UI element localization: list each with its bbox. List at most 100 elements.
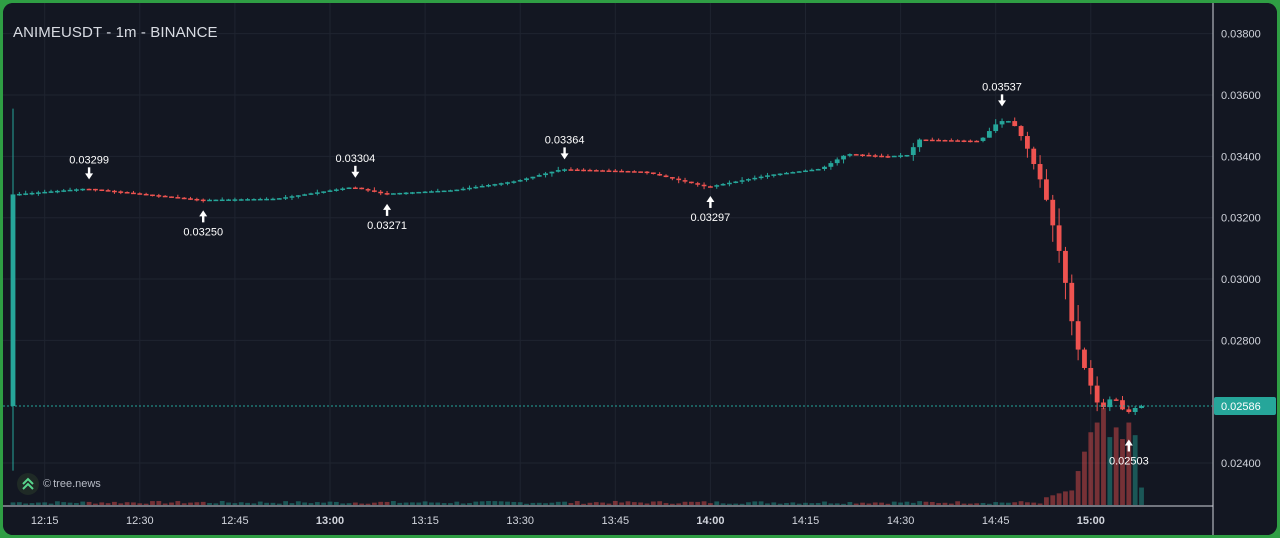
candle-body <box>283 197 289 199</box>
y-tick-label: 0.03600 <box>1221 90 1261 102</box>
volume-bar <box>1113 427 1119 505</box>
volume-bar <box>112 501 117 505</box>
candle-body <box>923 139 929 142</box>
volume-bar <box>410 502 415 505</box>
high-arrow-stem <box>563 147 566 155</box>
volume-bar <box>448 503 453 505</box>
candle-body <box>986 131 992 138</box>
candle-body <box>131 192 136 195</box>
volume-bar <box>1044 497 1049 505</box>
candle-body <box>378 191 384 194</box>
volume-bar <box>993 502 999 505</box>
volume-bar <box>657 501 663 505</box>
x-tick-label: 15:00 <box>1077 515 1105 527</box>
volume-bar <box>701 501 707 505</box>
candle-body <box>593 170 599 172</box>
high-arrow-icon <box>560 153 569 160</box>
candle-body <box>245 199 250 201</box>
volume-bar <box>663 503 669 505</box>
volume-bar <box>961 503 967 505</box>
volume-bar <box>441 503 447 505</box>
low-arrow-stem <box>709 200 712 208</box>
candle-body <box>815 169 821 171</box>
volume-bar <box>295 501 301 505</box>
candle-body <box>1113 399 1119 401</box>
volume-bar <box>853 503 859 505</box>
volume-bar <box>1012 502 1018 505</box>
candle-body <box>1056 225 1062 251</box>
volume-bar <box>860 502 865 505</box>
volume-bar <box>1063 491 1068 505</box>
candle-body <box>631 171 637 173</box>
volume-bar <box>1069 490 1075 505</box>
candle-body <box>885 156 891 158</box>
volume-bar <box>200 501 206 505</box>
candle-body <box>23 193 29 195</box>
candle-body <box>1069 282 1075 322</box>
volume-bar <box>162 503 168 505</box>
candle-body <box>676 178 682 181</box>
candle-body <box>467 187 472 190</box>
low-arrow-stem <box>202 215 205 223</box>
volume-bar <box>917 501 923 505</box>
candle-body <box>403 192 409 195</box>
candle-body <box>619 170 625 173</box>
watermark[interactable]: © tree.news <box>17 473 101 495</box>
candle-body <box>1025 136 1030 149</box>
candle-body <box>333 189 339 191</box>
candle-body <box>1012 121 1018 127</box>
volume-bar <box>314 502 320 505</box>
volume-bar <box>264 502 269 505</box>
candle-body <box>54 190 60 193</box>
y-tick-label: 0.03400 <box>1221 151 1261 163</box>
volume-bar <box>80 501 86 505</box>
candle-body <box>961 140 967 142</box>
low-price-label: 0.03250 <box>183 226 223 238</box>
volume-bar <box>384 501 390 505</box>
candle-body <box>980 137 986 141</box>
high-arrow-stem <box>1000 94 1004 102</box>
candle-body <box>321 191 327 193</box>
volume-bar <box>727 503 732 505</box>
candle-body <box>929 139 935 142</box>
low-price-label: 0.03271 <box>367 220 407 232</box>
candle-body <box>276 198 282 200</box>
volume-bar <box>1025 502 1030 505</box>
candlestick-chart[interactable]: 0.03800 0.03600 0.03400 0.03200 0.03000 0.028… <box>3 3 1277 535</box>
volume-bar <box>194 502 200 505</box>
volume-bar <box>48 503 54 505</box>
volume-bar <box>986 503 992 505</box>
candle-body <box>644 171 650 174</box>
candle-body <box>479 185 485 188</box>
candle-body <box>486 185 491 187</box>
candle-body <box>974 140 980 143</box>
volume-bar <box>574 501 580 505</box>
candle-body <box>872 155 878 157</box>
candle-body <box>803 170 808 173</box>
candle-body <box>898 155 903 157</box>
volume-bar <box>416 502 422 505</box>
candle-body <box>771 174 777 176</box>
volume-bar <box>562 501 567 505</box>
volume-bar <box>695 501 701 505</box>
volume-bar <box>435 502 441 505</box>
volume-bar <box>391 501 396 505</box>
candle-body <box>257 198 263 201</box>
high-arrow-stem <box>87 167 91 175</box>
candle-body <box>505 182 510 184</box>
candle-body <box>568 169 574 171</box>
candle-body <box>93 188 98 191</box>
volume-bar <box>181 503 187 505</box>
volume-bar <box>555 501 561 505</box>
candle-body <box>308 193 314 195</box>
volume-bar <box>492 501 498 505</box>
candle-body <box>543 173 548 176</box>
candle-body <box>891 155 897 158</box>
volume-bar <box>866 503 872 505</box>
candle-body <box>1094 385 1100 403</box>
volume-bar <box>479 501 485 505</box>
candle-body <box>524 178 529 181</box>
high-price-label: 0.03537 <box>982 81 1022 93</box>
x-tick-label: 14:00 <box>696 515 724 527</box>
candle-body <box>150 194 155 197</box>
